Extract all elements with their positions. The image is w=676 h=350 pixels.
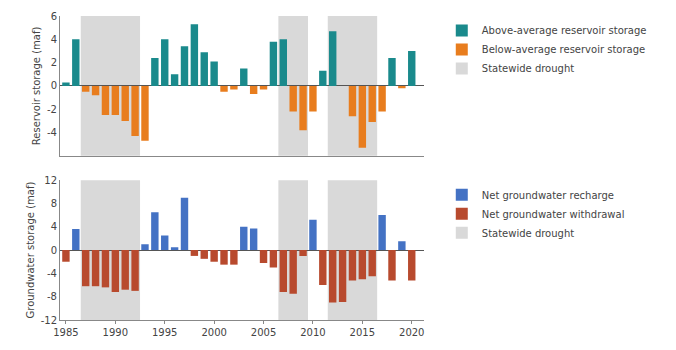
svg-text:8: 8 xyxy=(51,198,57,209)
svg-text:Below-average reservoir storag: Below-average reservoir storage xyxy=(482,44,645,55)
svg-text:0: 0 xyxy=(51,80,57,91)
svg-text:1990: 1990 xyxy=(103,327,128,338)
svg-text:-2: -2 xyxy=(47,104,57,115)
svg-text:2020: 2020 xyxy=(399,327,424,338)
svg-text:1985: 1985 xyxy=(53,327,78,338)
svg-text:Reservoir storage (maf): Reservoir storage (maf) xyxy=(31,27,42,146)
svg-text:0: 0 xyxy=(51,245,57,256)
svg-text:2005: 2005 xyxy=(251,327,276,338)
svg-text:-12: -12 xyxy=(41,315,57,326)
svg-text:2: 2 xyxy=(51,57,57,68)
svg-text:1995: 1995 xyxy=(152,327,177,338)
svg-text:-8: -8 xyxy=(47,291,57,302)
svg-text:12: 12 xyxy=(44,175,57,186)
svg-text:Statewide drought: Statewide drought xyxy=(482,63,574,74)
svg-text:2010: 2010 xyxy=(300,327,325,338)
svg-text:Above-average reservoir storag: Above-average reservoir storage xyxy=(482,25,647,36)
svg-text:6: 6 xyxy=(51,11,57,22)
svg-text:Net groundwater withdrawal: Net groundwater withdrawal xyxy=(482,209,625,220)
svg-text:4: 4 xyxy=(51,34,57,45)
svg-text:4: 4 xyxy=(51,221,57,232)
svg-text:-4: -4 xyxy=(47,127,57,138)
svg-text:Groundwater storage (maf): Groundwater storage (maf) xyxy=(25,182,36,319)
svg-text:-4: -4 xyxy=(47,268,57,279)
svg-text:2000: 2000 xyxy=(201,327,226,338)
svg-text:Statewide drought: Statewide drought xyxy=(482,228,574,239)
svg-text:2015: 2015 xyxy=(350,327,375,338)
svg-text:Net groundwater recharge: Net groundwater recharge xyxy=(482,190,614,201)
